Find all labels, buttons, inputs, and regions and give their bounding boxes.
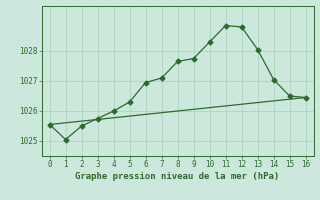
- X-axis label: Graphe pression niveau de la mer (hPa): Graphe pression niveau de la mer (hPa): [76, 172, 280, 181]
